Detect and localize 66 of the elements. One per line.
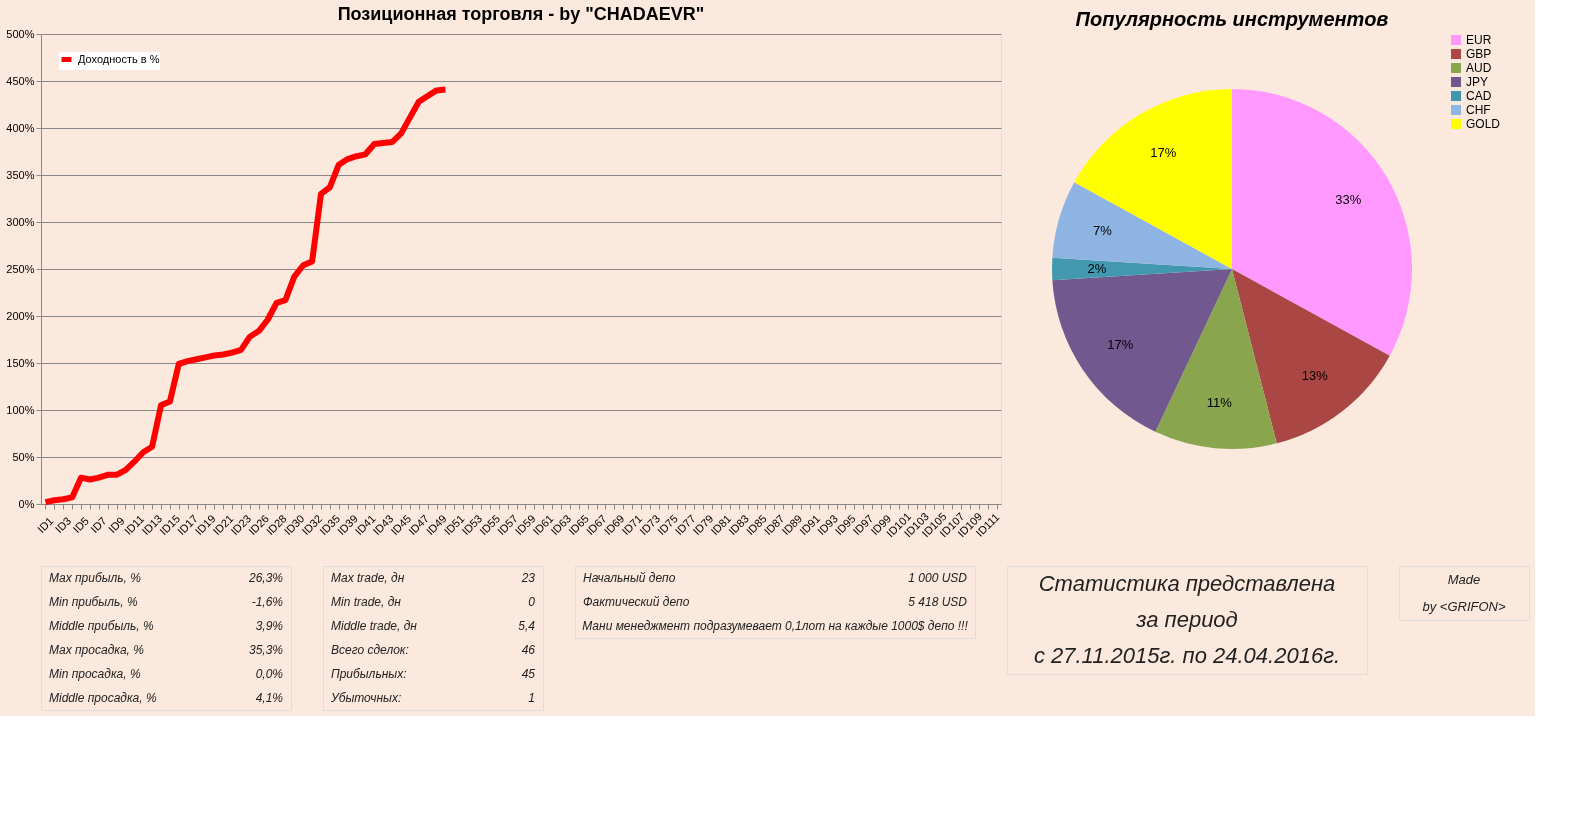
text: 1 000 USD <box>908 571 968 585</box>
text: 5,4 <box>518 619 536 633</box>
y-tick-label: 50% <box>12 450 35 463</box>
y-tick-label: 450% <box>6 74 35 87</box>
text: Made <box>1447 571 1481 587</box>
chart-title: Позиционная торговля - by "CHADAEVR" <box>337 4 705 24</box>
y-tick-label: 500% <box>6 27 35 40</box>
text: Начальный депо <box>583 571 676 585</box>
data-label: 17% <box>1107 336 1134 352</box>
data-label: 33% <box>1335 192 1362 208</box>
text: -1,6% <box>251 595 284 609</box>
text: Min просадка, % <box>49 667 141 681</box>
text: Всего сделок: <box>331 643 409 657</box>
text: 35,3% <box>248 643 284 657</box>
text: с 27.11.2015г. по 24.04.2016г. <box>1033 643 1341 668</box>
legend-label: GBP <box>1466 47 1492 61</box>
y-tick-label: 400% <box>6 121 35 134</box>
text: Max trade, дн <box>331 571 405 585</box>
y-tick-label: 0% <box>18 497 35 510</box>
text: 0 <box>528 595 536 609</box>
text: 23 <box>520 571 536 585</box>
text: 1 <box>528 691 535 705</box>
legend-label: AUD <box>1466 61 1492 75</box>
chart-title: Популярность инструментов <box>1075 8 1389 30</box>
y-tick-label: 300% <box>6 215 35 228</box>
data-label: 11% <box>1206 395 1233 411</box>
legend-label: CHF <box>1466 103 1491 117</box>
text: Middle trade, дн <box>331 619 418 633</box>
y-tick-label: 150% <box>6 356 35 369</box>
text: Min прибыль, % <box>49 595 138 609</box>
text: Мани менеджмент подразумевает 0,1лот на каждые 1000$ депо !!! <box>582 619 969 633</box>
data-label: 13% <box>1301 367 1329 383</box>
text: 3,9% <box>255 619 284 633</box>
legend-label: Доходность в % <box>78 52 160 65</box>
y-tick-label: 200% <box>6 309 35 322</box>
text: Max прибыль, % <box>49 571 142 585</box>
text: 0,0% <box>255 667 284 681</box>
x-tick-label: ID1 <box>34 514 56 536</box>
legend-label: EUR <box>1466 33 1492 47</box>
text: 4,1% <box>255 691 284 705</box>
legend-label: GOLD <box>1466 117 1501 131</box>
data-label: 2% <box>1087 261 1107 276</box>
text: Middle просадка, % <box>49 691 157 705</box>
text: 46 <box>521 643 536 657</box>
y-tick-label: 100% <box>6 403 35 416</box>
text: 5 418 USD <box>908 595 968 609</box>
legend-label: JPY <box>1466 75 1489 89</box>
text: 45 <box>521 667 536 681</box>
text: Статистика представлена <box>1038 571 1336 596</box>
pie-slice <box>1155 269 1277 449</box>
text: 26,3% <box>247 571 284 585</box>
text: Прибыльных: <box>331 667 407 681</box>
legend-label: CAD <box>1466 89 1492 103</box>
data-label: 7% <box>1092 223 1113 239</box>
text: Фактический депо <box>583 595 690 609</box>
y-tick-label: 250% <box>6 262 35 275</box>
text: Max просадка, % <box>49 643 145 657</box>
text: Убыточных: <box>330 691 402 705</box>
data-label: 17% <box>1150 144 1177 160</box>
y-tick-label: 350% <box>6 168 35 181</box>
pie-slice <box>1232 269 1390 444</box>
text: Middle прибыль, % <box>49 619 154 633</box>
text: Min trade, дн <box>331 595 402 609</box>
text: за период <box>1135 607 1238 632</box>
pie-slice <box>1232 89 1412 356</box>
text: by <GRIFON> <box>1422 598 1506 614</box>
